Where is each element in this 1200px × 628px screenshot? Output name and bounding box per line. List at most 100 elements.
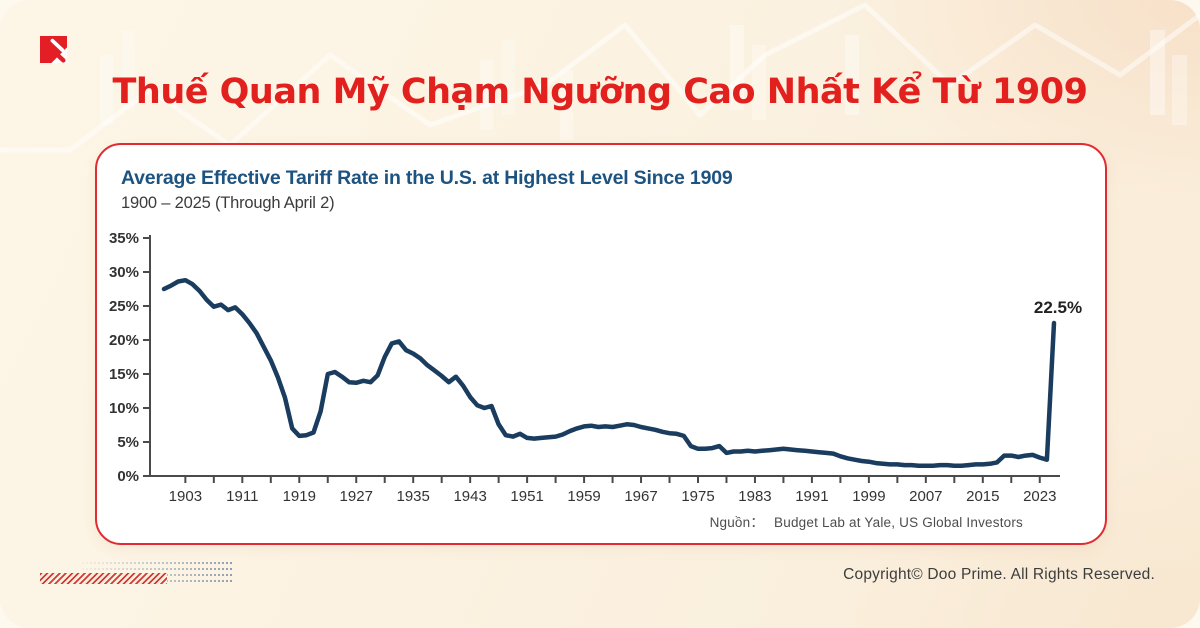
dot [226,562,229,565]
dot [118,568,121,571]
dot [178,580,181,583]
dot [138,562,141,565]
dot [190,562,193,565]
dot [230,580,233,583]
dot [150,568,153,571]
dot [202,580,205,583]
dot [122,568,125,571]
dot [194,562,197,565]
dot [94,562,97,565]
dot [178,574,181,577]
dot [206,568,209,571]
tariff-line-chart: 0% 5% 10% 15% 20% 25% 30% 35% 1903 1911 1919 1927 19… [109,230,1082,505]
x-tick-label: 1983 [738,488,771,505]
dot [198,568,201,571]
dot [90,568,93,571]
dot [194,574,197,577]
dot [222,562,225,565]
dot [210,580,213,583]
dot [114,568,117,571]
dot [102,568,105,571]
dot [190,574,193,577]
hatch-bar-decoration [40,573,167,584]
dot [130,568,133,571]
x-tick-label: 2007 [909,488,942,505]
x-tick-label: 1927 [340,488,373,505]
dot [82,562,85,565]
x-tick-label: 1999 [852,488,885,505]
copyright-text: Copyright© Doo Prime. All Rights Reserve… [843,566,1155,583]
dot [210,574,213,577]
dot [146,562,149,565]
dot [214,574,217,577]
dot [226,580,229,583]
dot [190,580,193,583]
tariff-rate-line [161,277,1057,469]
x-tick-label: 1967 [624,488,657,505]
dot [202,574,205,577]
dot [98,568,101,571]
x-tick-label: 1943 [453,488,486,505]
x-tick-label: 2023 [1023,488,1056,505]
dot [226,568,229,571]
dot [166,574,169,577]
y-tick-label: 35% [109,230,139,247]
dot [218,562,221,565]
y-tick-label: 5% [117,434,139,451]
dot [222,574,225,577]
dot [202,568,205,571]
dot [94,568,97,571]
dot [170,562,173,565]
dot [214,580,217,583]
source-label: Nguồn： [709,515,765,530]
dot [174,562,177,565]
dot [182,580,185,583]
dot [210,562,213,565]
dot [126,568,129,571]
chart-card: 0% 5% 10% 15% 20% 25% 30% 35% 1903 1911 1919 1927 19… [95,143,1107,545]
dot [206,574,209,577]
dot [182,574,185,577]
dot [166,580,169,583]
x-tick-label: 1919 [283,488,316,505]
dot [174,568,177,571]
dot [142,568,145,571]
dot [170,574,173,577]
dot [90,562,93,565]
source-text: Budget Lab at Yale, US Global Investors [774,515,1023,530]
dot [218,568,221,571]
dot [102,562,105,565]
dot [134,568,137,571]
dot [182,562,185,565]
annotation-label: 22.5% [1034,298,1082,317]
x-tick-label: 2015 [966,488,999,505]
dot [158,568,161,571]
dot [218,574,221,577]
dot [198,574,201,577]
dot [186,580,189,583]
chart-subtitle: 1900 – 2025 (Through April 2) [121,194,335,212]
dot [118,562,121,565]
dot [138,568,141,571]
dot [166,562,169,565]
dot [198,580,201,583]
dot [166,568,169,571]
dot [178,562,181,565]
dot [194,580,197,583]
dot [122,562,125,565]
dot [182,568,185,571]
page-title: Thuế Quan Mỹ Chạm Ngưỡng Cao Nhất Kể Từ … [112,72,1088,112]
y-tick-label: 25% [109,298,139,315]
dot [174,574,177,577]
dot [210,568,213,571]
dot [170,580,173,583]
dot [114,562,117,565]
dot [218,580,221,583]
dot [226,574,229,577]
dot [82,568,85,571]
chart-title: Average Effective Tariff Rate in the U.S… [121,167,733,189]
y-tick-label: 10% [109,400,139,417]
dot [214,568,217,571]
dot [106,568,109,571]
